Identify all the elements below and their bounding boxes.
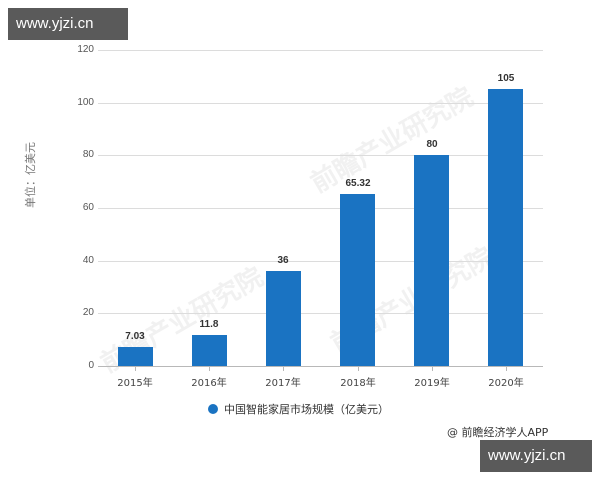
gridline: [98, 103, 543, 104]
y-tick-label: 80: [82, 149, 94, 160]
bar-value-label: 11.8: [199, 319, 219, 330]
bar-value-label: 105: [497, 73, 515, 84]
x-tick-mark: [209, 366, 210, 371]
bar-value-label: 65.32: [345, 178, 371, 189]
x-tick-label: 2017年: [265, 378, 301, 389]
x-axis-line: [98, 366, 543, 367]
gridline: [98, 50, 543, 51]
gridline: [98, 313, 543, 314]
y-tick-label: 20: [82, 307, 94, 318]
bar[interactable]: [266, 271, 301, 366]
source-credit: @ 前瞻经济学人APP: [447, 426, 549, 439]
bar-value-label: 80: [426, 139, 438, 150]
legend-marker-icon: [208, 404, 218, 414]
y-tick-label: 100: [77, 97, 94, 108]
bar-value-label: 7.03: [125, 331, 145, 342]
x-tick-label: 2018年: [340, 378, 376, 389]
bar[interactable]: [192, 335, 227, 366]
x-tick-mark: [506, 366, 507, 371]
bar[interactable]: [118, 347, 153, 366]
gridline: [98, 155, 543, 156]
y-tick-label: 0: [88, 360, 94, 371]
gridline: [98, 208, 543, 209]
bar-value-label: 36: [277, 255, 289, 266]
y-tick-label: 60: [82, 202, 94, 213]
x-tick-label: 2020年: [488, 378, 524, 389]
x-tick-mark: [283, 366, 284, 371]
y-tick-label: 120: [77, 44, 94, 55]
x-tick-mark: [432, 366, 433, 371]
y-axis-label: 单位：亿美元: [24, 142, 37, 208]
chart-legend[interactable]: 中国智能家居市场规模（亿美元）: [208, 401, 389, 417]
site-watermark-top: www.yjzi.cn: [8, 8, 128, 40]
x-tick-mark: [358, 366, 359, 371]
legend-label: 中国智能家居市场规模（亿美元）: [224, 403, 389, 416]
bar[interactable]: [488, 89, 523, 366]
x-tick-label: 2019年: [414, 378, 450, 389]
x-tick-label: 2015年: [117, 378, 153, 389]
bar[interactable]: [340, 194, 375, 366]
gridline: [98, 261, 543, 262]
site-watermark-bottom: www.yjzi.cn: [480, 440, 592, 472]
x-tick-mark: [135, 366, 136, 371]
bar[interactable]: [414, 155, 449, 366]
y-tick-label: 40: [82, 255, 94, 266]
x-tick-label: 2016年: [191, 378, 227, 389]
